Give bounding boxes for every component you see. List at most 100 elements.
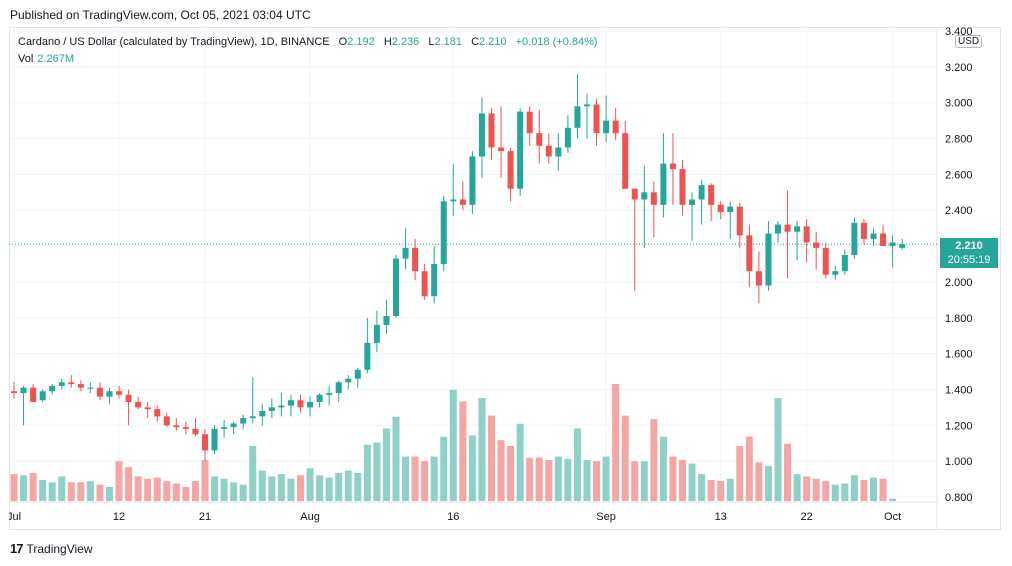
volume-bar (325, 477, 333, 501)
candle-body (364, 342, 371, 370)
volume-bar (10, 474, 18, 501)
candle-body (268, 407, 275, 411)
volume-bar (593, 461, 601, 501)
volume-bars (10, 384, 897, 501)
price-tick-label: 3.000 (945, 98, 973, 110)
time-tick-label: Oct (884, 511, 901, 523)
candle-body (803, 226, 810, 243)
candle-body (326, 393, 333, 395)
volume-bar (268, 476, 276, 501)
candle-body (755, 271, 762, 286)
time-tick-label: 12 (113, 511, 125, 523)
volume-bar (77, 482, 85, 501)
candle-body (211, 428, 218, 451)
candle-body (784, 224, 791, 232)
time-tick-label: 21 (199, 511, 211, 523)
candle-body (96, 387, 103, 397)
candle-body (135, 402, 142, 408)
volume-bar (707, 479, 715, 501)
candle-body (20, 387, 27, 394)
volume-bar (803, 476, 811, 501)
price-tick-label: 1.600 (945, 349, 973, 361)
volume-bar (172, 483, 180, 501)
candle-body (125, 394, 132, 403)
candle-body (440, 201, 447, 264)
candle-body (39, 391, 46, 401)
candle-body (679, 169, 686, 205)
published-label: Published on TradingView.com, Oct 05, 20… (10, 8, 311, 22)
price-tick-label: 0.800 (945, 492, 973, 504)
time-axis[interactable]: Jul 12 21 Aug 16 Sep 13 22 Oct (9, 501, 937, 523)
volume-bar (640, 461, 648, 501)
volume-bar (382, 428, 390, 501)
price-tick-label: 1.000 (945, 456, 973, 468)
candle-body (889, 242, 896, 247)
price-tick-label: 2.800 (945, 134, 973, 146)
volume-bar (115, 461, 123, 501)
candle-body (421, 271, 428, 297)
high-value: 2.236 (391, 36, 420, 48)
candle-body (297, 400, 304, 408)
candle-body (68, 382, 75, 385)
time-tick-label: 16 (447, 511, 459, 523)
currency-badge[interactable]: USD (955, 35, 983, 48)
price-tick-label: 1.200 (945, 420, 973, 432)
volume-bar (860, 479, 868, 501)
volume-bar (440, 436, 448, 501)
candle-body (689, 199, 696, 205)
volume-bar (870, 477, 877, 501)
volume-bar (736, 446, 744, 501)
candle-body (182, 427, 189, 429)
volume-bar (125, 467, 133, 501)
candle-body (87, 387, 94, 389)
candle-body (58, 382, 65, 386)
volume-bar (831, 484, 839, 501)
candlestick-chart[interactable]: 3.4003.2003.0002.8002.6002.4002.2002.000… (9, 27, 1001, 530)
candle-body (584, 104, 590, 107)
candle-body (545, 145, 552, 157)
volume-legend: Vol 2.267M (18, 53, 74, 65)
volume-bar (745, 436, 753, 501)
open-value: 2.192 (347, 36, 375, 48)
price-axis[interactable]: 3.4003.2003.0002.8002.6002.4002.2002.000… (936, 27, 973, 530)
candle-body (498, 147, 505, 152)
volume-bar (507, 446, 515, 501)
price-tick-label: 1.400 (945, 384, 973, 396)
volume-bar (106, 486, 113, 501)
candle-body (564, 127, 571, 148)
volume-bar (67, 482, 75, 501)
candle-body (880, 233, 887, 247)
candle-body (469, 156, 476, 205)
volume-bar (717, 481, 725, 501)
volume-bar (784, 443, 792, 501)
volume-bar (182, 486, 190, 501)
volume-bar (258, 470, 266, 501)
volume-bar (277, 474, 285, 501)
candle-body (192, 428, 199, 435)
volume-bar (191, 481, 199, 501)
chart-legend: Cardano / US Dollar (calculated by Tradi… (18, 36, 598, 48)
close-value: 2.210 (479, 36, 507, 48)
volume-bar (545, 460, 553, 501)
volume-bar (20, 475, 28, 501)
grid-lines (9, 27, 937, 502)
candle-body (173, 425, 180, 428)
volume-bar (449, 389, 457, 501)
volume-bar (669, 456, 677, 501)
volume-bar (363, 444, 371, 501)
candle-body (794, 226, 801, 232)
candles (11, 74, 906, 462)
tradingview-logo[interactable]: 17 TradingView (10, 541, 93, 556)
candle-body (574, 106, 581, 128)
volume-bar (344, 470, 352, 501)
candle-body (49, 385, 56, 392)
volume-bar (602, 456, 610, 501)
candle-body (249, 416, 256, 419)
candle-body (860, 222, 867, 239)
volume-label: Vol (18, 53, 34, 65)
high-label: H (383, 36, 392, 48)
volume-bar (879, 478, 887, 501)
volume-bar (58, 476, 66, 501)
volume-bar (249, 446, 257, 501)
candle-body (240, 418, 247, 424)
